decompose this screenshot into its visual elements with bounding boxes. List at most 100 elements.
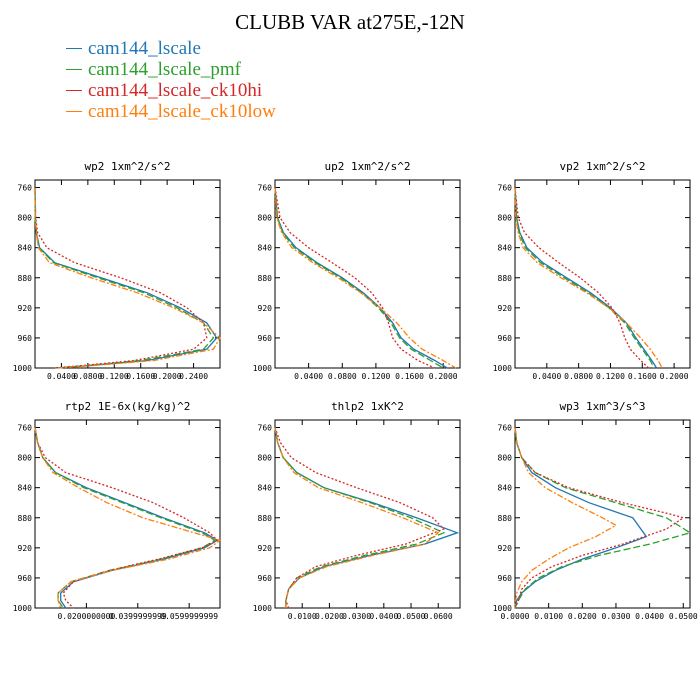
series-line-4 [274,187,457,369]
panel-title: vp2 1xm^2/s^2 [559,160,645,173]
panel-title: up2 1xm^2/s^2 [324,160,410,173]
legend-label-3: cam144_lscale_ck10hi [88,80,263,101]
legend-swatch-4 [66,111,82,113]
x-tick-label: 0.0100 [534,612,563,621]
panel-frame [514,179,691,369]
y-tick-label: 800 [18,214,33,223]
x-tick-label: 0.0800 [564,372,593,381]
y-tick-label: 920 [498,544,513,553]
legend-label-2: cam144_lscale_pmf [88,59,242,80]
x-tick-label: 0.0400 [369,612,398,621]
y-tick-label: 880 [18,274,33,283]
x-tick-label: 0.1200 [100,372,129,381]
legend-item-3: cam144_lscale_ck10hi [66,80,276,101]
y-tick-label: 880 [258,274,273,283]
series-line-4 [34,187,221,369]
x-tick-label: 0.0800 [328,372,357,381]
x-tick-label: 0.0400 [294,372,323,381]
y-tick-label: 960 [18,334,33,343]
panel-frame [34,179,221,369]
y-tick-label: 800 [498,454,513,463]
y-tick-label: 920 [18,304,33,313]
y-tick-label: 840 [258,244,273,253]
panel-title: wp2 1xm^2/s^2 [84,160,170,173]
x-tick-label: 0.1600 [395,372,424,381]
y-tick-label: 1000 [253,604,272,613]
y-tick-label: 840 [258,484,273,493]
x-tick-label: 0.0200 [568,612,597,621]
y-tick-label: 880 [498,514,513,523]
legend-swatch-3 [66,90,82,92]
y-tick-label: 920 [258,544,273,553]
panel-title: wp3 1xm^3/s^3 [559,400,645,413]
y-tick-label: 880 [498,274,513,283]
y-tick-label: 800 [258,454,273,463]
series-line-3 [514,187,650,369]
x-tick-label: 0.2000 [153,372,182,381]
x-tick-label: 0.0500 [669,612,698,621]
x-tick-label: 0.0400 [532,372,561,381]
x-tick-label: 0.0399999999 [109,612,167,621]
y-tick-label: 760 [498,424,513,433]
panel-6: wp3 1xm^3/s^3 760 800 840 880 920 960 10000.000… [493,400,698,621]
panel-frame [514,419,691,609]
series-line-2 [514,187,655,369]
x-tick-label: 0.0200 [315,612,344,621]
series-line-2 [274,427,446,608]
legend-label-1: cam144_lscale [88,38,201,59]
y-tick-label: 760 [498,184,513,193]
x-tick-label: 0.0599999999 [160,612,218,621]
x-tick-label: 0.1200 [361,372,390,381]
y-tick-label: 920 [258,304,273,313]
y-tick-label: 1000 [493,604,512,613]
series-line-3 [34,187,208,369]
series-line-2 [34,427,217,609]
y-tick-label: 840 [18,484,33,493]
x-tick-label: 0.0400 [635,612,664,621]
y-tick-label: 1000 [493,364,512,373]
x-tick-label: 0.1200 [596,372,625,381]
x-tick-label: 0.0300 [342,612,371,621]
series-line-3 [274,427,445,609]
y-tick-label: 800 [258,214,273,223]
y-tick-label: 760 [18,424,33,433]
panel-2: up2 1xm^2/s^2 760 800 840 880 920 960 1000 0.040… [253,160,461,381]
series-line-2 [274,187,444,369]
x-tick-label: 0.0100 [288,612,317,621]
x-tick-label: 0.0600 [424,612,453,621]
x-tick-label: 0.1600 [628,372,657,381]
series-line-4 [514,427,618,608]
series-line-3 [514,427,685,609]
y-tick-label: 840 [18,244,33,253]
y-tick-label: 760 [258,184,273,193]
series-line-3 [274,187,436,369]
y-tick-label: 800 [18,454,33,463]
y-tick-label: 880 [258,514,273,523]
panel-frame [34,419,221,609]
series-line-4 [514,187,663,369]
x-tick-label: 0.0300 [602,612,631,621]
x-tick-label: 0.0800 [73,372,102,381]
series-line-1 [274,427,460,608]
x-tick-label: 0.0000 [501,612,530,621]
legend-swatch-1 [66,48,82,50]
x-tick-label: 0.2000 [660,372,689,381]
y-tick-label: 920 [18,544,33,553]
x-tick-label: 0.0400 [47,372,76,381]
y-tick-label: 960 [498,574,513,583]
y-tick-label: 1000 [13,604,32,613]
panel-title: thlp2 1xK^2 [331,400,404,413]
y-tick-label: 880 [18,514,33,523]
y-tick-label: 960 [18,574,33,583]
panel-title: rtp2 1E-6x(kg/kg)^2 [65,400,191,413]
panel-1: wp2 1xm^2/s^2 760 800 840 880 920 960 1000 0.040… [13,160,221,381]
series-line-1 [514,187,658,369]
panel-3: vp2 1xm^2/s^2 760 800 840 880 920 960 1000 0.040… [493,160,691,381]
panel-frame [274,419,461,609]
panel-frame [274,179,461,369]
x-tick-label: 0.0200000000 [57,612,115,621]
legend-label-4: cam144_lscale_ck10low [88,101,276,122]
legend-item-4: cam144_lscale_ck10low [66,101,276,122]
y-tick-label: 960 [258,574,273,583]
